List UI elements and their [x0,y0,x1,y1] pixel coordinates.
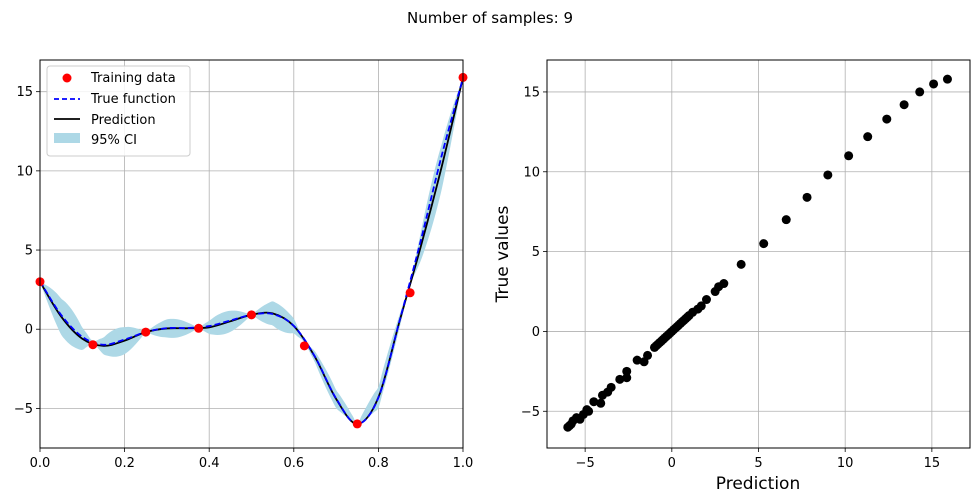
y-tick-label: 0 [25,323,33,338]
x-tick-label: 0.8 [368,456,389,471]
training-point [194,323,204,333]
scatter-point [632,355,642,365]
x-axis-label: Prediction [716,474,800,494]
legend-marker-ci [54,133,80,143]
figure-title: Number of samples: 9 [407,9,573,27]
legend-label-true: True function [90,92,176,107]
y-axis-label: True values [493,205,513,303]
scatter-point [615,374,625,384]
left-chart: 0.0 0.2 0.4 0.6 0.8 1.0 −5 0 5 10 15 Training data… [14,59,474,471]
left-chart-frame [39,59,464,449]
scatter-point [622,373,632,383]
scatter-point [942,74,952,84]
left-chart-lines [39,77,464,425]
y-tick-label: 10 [16,164,33,179]
scatter-point [929,79,939,89]
left-chart-ticks: 0.0 0.2 0.4 0.6 0.8 1.0 −5 0 5 10 15 [14,85,474,471]
scatter-point [589,397,599,407]
x-tick-label: 0.2 [114,456,135,471]
training-point [299,341,309,351]
x-tick-label: 0 [668,456,676,471]
scatter-point [915,87,925,97]
scatter-point [649,342,659,352]
scatter-point [781,215,791,225]
training-point [88,340,98,350]
scatter-point [802,192,812,202]
training-point [247,310,256,320]
right-chart-points [563,74,952,432]
x-tick-label: −5 [576,456,595,471]
scatter-point [563,422,573,432]
scatter-point [736,259,746,269]
legend-label-training: Training data [90,71,176,86]
scatter-point [823,170,833,180]
true-function-line [39,77,464,425]
y-tick-label: −5 [14,402,33,417]
x-tick-label: 0.6 [283,456,304,471]
y-tick-label: −5 [521,405,540,420]
x-tick-label: 1.0 [453,456,474,471]
scatter-point [882,114,892,124]
scatter-point [639,357,649,367]
legend-label-ci: 95% CI [91,133,137,148]
y-tick-label: 10 [523,165,540,180]
right-chart: −5 0 5 10 15 −5 0 5 10 15 Prediction True values [493,59,971,494]
y-tick-label: 5 [25,244,33,259]
training-point [352,419,362,429]
right-chart-grid [547,60,970,448]
y-tick-label: 5 [532,245,540,260]
scatter-point [597,390,607,400]
scatter-point [710,287,720,297]
scatter-point [844,151,854,161]
legend-label-prediction: Prediction [91,113,156,128]
y-tick-label: 0 [532,325,540,340]
x-tick-label: 0.0 [30,456,51,471]
x-tick-label: 10 [837,456,854,471]
training-point [405,288,415,298]
legend-marker-training [62,73,72,83]
scatter-point [863,132,873,142]
training-point [141,327,151,337]
right-chart-ticks: −5 0 5 10 15 −5 0 5 10 15 [521,85,940,471]
y-tick-label: 15 [16,85,33,100]
legend-box [46,65,191,157]
x-tick-label: 5 [754,456,762,471]
scatter-point [759,239,769,249]
y-tick-label: 15 [523,85,540,100]
x-tick-label: 15 [924,456,941,471]
scatter-point [701,295,711,305]
scatter-point [899,100,909,110]
x-tick-label: 0.4 [199,456,220,471]
scatter-point [596,398,606,408]
legend: Training data True function Prediction 9… [46,65,191,157]
scatter-point [622,366,632,376]
